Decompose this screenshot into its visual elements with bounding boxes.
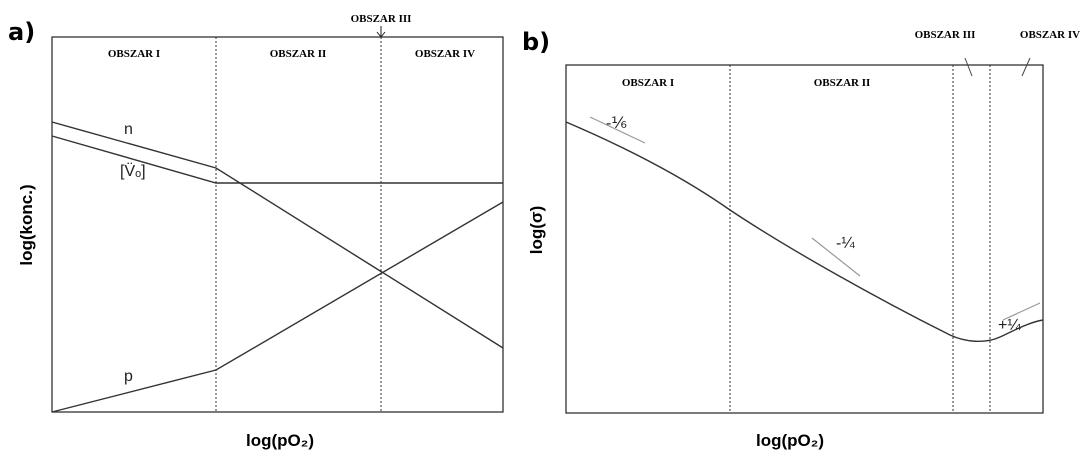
region-label: OBSZAR II	[270, 48, 327, 60]
slope-marker	[1002, 302, 1041, 321]
slope-label: +¼	[998, 317, 1021, 334]
y-axis-label: log(σ)	[527, 206, 546, 254]
curve-sigma	[565, 121, 1044, 342]
curve-vo	[51, 135, 503, 184]
panel-label: a)	[8, 18, 35, 46]
curve-n	[51, 121, 504, 349]
x-axis-label: log(pO₂)	[246, 431, 314, 450]
arrow-head	[376, 31, 386, 38]
region-label: OBSZAR III	[915, 29, 976, 41]
pointer	[964, 57, 973, 77]
slope-marker	[589, 116, 646, 144]
curve-label: p	[124, 368, 133, 385]
curve-p	[51, 201, 504, 413]
y-axis-label: log(konc.)	[17, 184, 36, 265]
region-label: OBSZAR IV	[1020, 29, 1080, 41]
curve-label: [V̈ₒ]	[120, 161, 146, 180]
slope-label: -¼	[836, 235, 855, 252]
slope-label: -⅙	[606, 115, 627, 132]
region-label: OBSZAR I	[108, 48, 160, 60]
frame	[51, 36, 504, 413]
region-label: OBSZAR I	[622, 77, 674, 89]
region-label: OBSZAR II	[814, 77, 871, 89]
curve-label: n	[124, 121, 133, 138]
frame	[565, 64, 1044, 414]
x-axis-label: log(pO₂)	[756, 431, 824, 450]
panel-label: b)	[522, 28, 550, 56]
region-label: OBSZAR IV	[415, 48, 475, 60]
slope-marker	[811, 237, 861, 277]
region-label: OBSZAR III	[351, 13, 412, 25]
pointer	[1021, 57, 1031, 77]
